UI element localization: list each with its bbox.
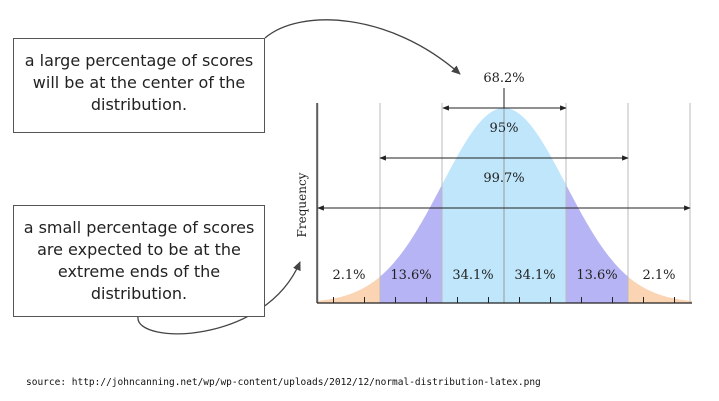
y-axis-label: Frequency (295, 172, 309, 237)
region-middle-right (566, 184, 628, 303)
segment-label-2: 13.6% (390, 268, 431, 283)
callout-bottom-line-3: extreme ends of the (57, 262, 221, 281)
x-axis-ticks (333, 297, 675, 303)
sigma-guide-lines (317, 103, 691, 303)
segment-label-5: 13.6% (576, 268, 617, 283)
callout-tails-note: a small percentage of scores are expecte… (13, 205, 265, 317)
band-label-997: 99.7% (483, 171, 524, 186)
callout-bottom-line-1: a small percentage of scores (23, 218, 255, 237)
segment-label-1: 2.1% (332, 268, 365, 283)
region-middle-left (380, 184, 442, 303)
band-label-95: 95% (490, 121, 519, 136)
callout-arrow-bottom (137, 261, 301, 335)
callout-arrow-top (264, 19, 461, 75)
callout-center-note: a large percentage of scores will be at … (13, 38, 265, 133)
callout-bottom-line-4: distribution. (90, 284, 188, 303)
band-label-68: 68.2% (483, 71, 524, 86)
callout-top-line-1: a large percentage of scores (24, 51, 254, 70)
callout-top-line-2: will be at the center of the (32, 73, 246, 92)
source-caption: source: http://johncanning.net/wp/wp-con… (26, 377, 541, 388)
region-outer-right (628, 276, 692, 303)
region-outer-left (317, 276, 380, 303)
callout-top-line-3: distribution. (90, 95, 188, 114)
callout-bottom-line-2: are expected to be at the (37, 240, 241, 259)
segment-label-3: 34.1% (452, 268, 493, 283)
segment-label-6: 2.1% (642, 268, 675, 283)
segment-label-4: 34.1% (514, 268, 555, 283)
